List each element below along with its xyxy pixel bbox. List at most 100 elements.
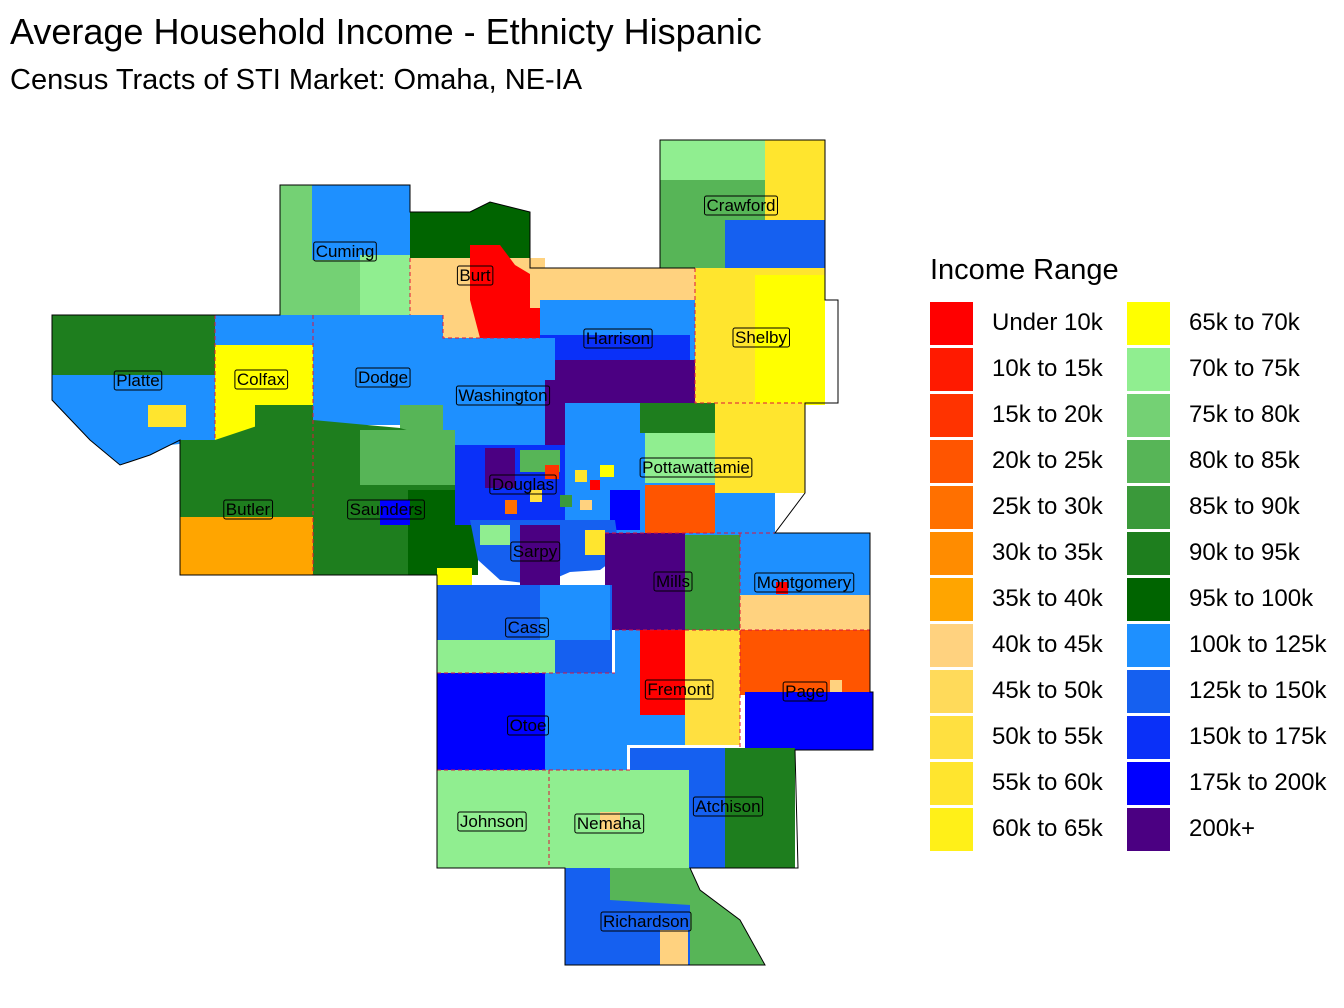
tract [640, 403, 720, 433]
tract [520, 525, 560, 585]
county-label-box [574, 813, 645, 834]
county-label-box [313, 241, 377, 262]
legend-swatch [930, 440, 973, 483]
county-label-johnson: Johnson [457, 811, 527, 832]
market-outline [51, 139, 874, 966]
county-label-montgomery: Montgomery [754, 572, 855, 593]
legend-label: 10k to 15k [992, 355, 1103, 382]
tract [148, 405, 186, 427]
county-name: Sarpy [513, 542, 558, 561]
legend-swatch [1127, 578, 1170, 621]
legend-swatch [930, 486, 973, 529]
county-label-box [704, 195, 778, 216]
tract [360, 430, 455, 485]
legend-swatch [930, 716, 973, 759]
county-name: Nemaha [577, 814, 642, 833]
county-label-box [505, 617, 549, 638]
legend-title: Income Range [930, 254, 1119, 286]
legend-label: 45k to 50k [992, 677, 1103, 704]
county-labels: Cuming Burt Crawford Harrison Shelby Platte Co… [113, 195, 855, 932]
tract [830, 680, 842, 692]
county-label-box [347, 499, 425, 520]
legend-swatch [1127, 302, 1170, 345]
tract [380, 500, 410, 525]
tract [555, 360, 710, 405]
county-label-otoe: Otoe [507, 715, 549, 736]
legend-swatch [930, 670, 973, 713]
county-name: Dodge [358, 368, 408, 387]
legend-label: 200k+ [1189, 815, 1256, 842]
county-name: Fremont [647, 680, 711, 699]
county-label-box [639, 457, 753, 478]
county-name: Richardson [603, 912, 689, 931]
tract [437, 640, 555, 673]
tract [685, 535, 740, 630]
county-label-box [732, 327, 790, 348]
legend-label: 40k to 45k [992, 631, 1103, 658]
county-label-box [507, 715, 549, 736]
legend-label: 15k to 20k [992, 401, 1103, 428]
county-label-sarpy: Sarpy [510, 541, 561, 562]
county-label-harrison: Harrison [583, 328, 653, 349]
legend-swatch [1127, 532, 1170, 575]
county-name: Mills [656, 572, 690, 591]
tract [545, 380, 565, 450]
tract [180, 517, 313, 575]
legend-swatch [930, 302, 973, 345]
legend-label: 65k to 70k [1189, 309, 1300, 336]
county-label-box [754, 572, 855, 593]
county-label-platte: Platte [113, 370, 163, 391]
county-label-butler: Butler [223, 499, 274, 520]
county-name: Burt [459, 266, 490, 285]
tract [530, 490, 542, 502]
legend-swatch [1127, 808, 1170, 851]
tract [715, 403, 805, 493]
legend-label: 75k to 80k [1189, 401, 1300, 428]
tract [52, 315, 215, 375]
county-label-box [782, 681, 828, 702]
county-label-box [355, 367, 411, 388]
tract [725, 748, 795, 868]
legend-swatch [930, 348, 973, 391]
county-name: Colfax [237, 370, 286, 389]
county-label-box [457, 811, 527, 832]
county-label-fremont: Fremont [644, 679, 714, 700]
legend-swatch [930, 532, 973, 575]
county-name: Johnson [460, 812, 524, 831]
legend-label: 95k to 100k [1189, 585, 1314, 612]
county-name: Shelby [735, 328, 787, 347]
legend-swatch [1127, 486, 1170, 529]
legend-swatch [930, 394, 973, 437]
county-name: Butler [226, 500, 271, 519]
tract [600, 465, 614, 477]
legend-swatch [1127, 394, 1170, 437]
legend-label: Under 10k [992, 309, 1103, 336]
legend-label: 100k to 125k [1189, 631, 1327, 658]
county-name: Page [785, 682, 825, 701]
tract [540, 585, 610, 640]
county-label-nemaha: Nemaha [574, 813, 645, 834]
tract [560, 495, 572, 507]
county-name: Atchison [695, 797, 760, 816]
county-label-richardson: Richardson [600, 911, 692, 932]
county-label-washington: Washington [455, 385, 551, 406]
tract [725, 220, 825, 270]
legend-label: 80k to 85k [1189, 447, 1300, 474]
county-label-box [692, 796, 764, 817]
tract [600, 812, 620, 830]
county-label-pottawattamie: Pottawattamie [639, 457, 753, 478]
legend-swatch [1127, 762, 1170, 805]
legend-swatch [930, 624, 973, 667]
legend-swatch [1127, 624, 1170, 667]
legend-label: 25k to 30k [992, 493, 1103, 520]
county-label-burt: Burt [456, 265, 494, 286]
legend-label: 30k to 35k [992, 539, 1103, 566]
county-name: Washington [458, 386, 547, 405]
legend-swatch [930, 578, 973, 621]
tract [312, 260, 360, 315]
county-label-atchison: Atchison [692, 796, 764, 817]
tract [740, 630, 870, 695]
county-label-box [489, 474, 557, 495]
legend-label: 20k to 25k [992, 447, 1103, 474]
tract [776, 582, 788, 594]
